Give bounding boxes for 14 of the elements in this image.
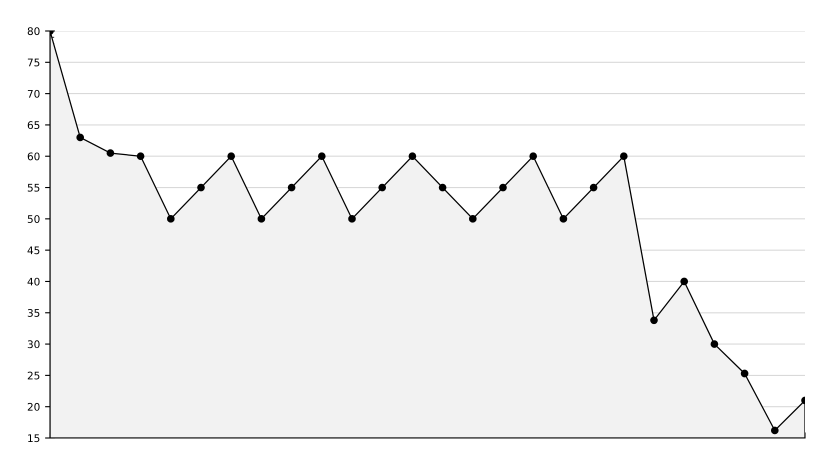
y-tick-label: 55 — [28, 184, 40, 192]
y-tick-label: 60 — [28, 152, 40, 160]
y-tick-label: 15 — [28, 434, 40, 442]
y-tick-label: 25 — [28, 372, 40, 380]
y-tick-label: 30 — [28, 340, 40, 348]
y-tick-label: 45 — [28, 246, 40, 254]
y-tick-label: 80 — [28, 27, 40, 36]
y-tick-label: 20 — [28, 402, 40, 411]
y-tick-label: 40 — [28, 278, 40, 286]
y-tick-label: 75 — [28, 58, 40, 66]
y-tick-label: 70 — [28, 90, 40, 98]
y-tick-label: 50 — [28, 215, 40, 223]
y-tick-label: 65 — [28, 121, 40, 130]
y-tick-label: 35 — [28, 308, 40, 317]
